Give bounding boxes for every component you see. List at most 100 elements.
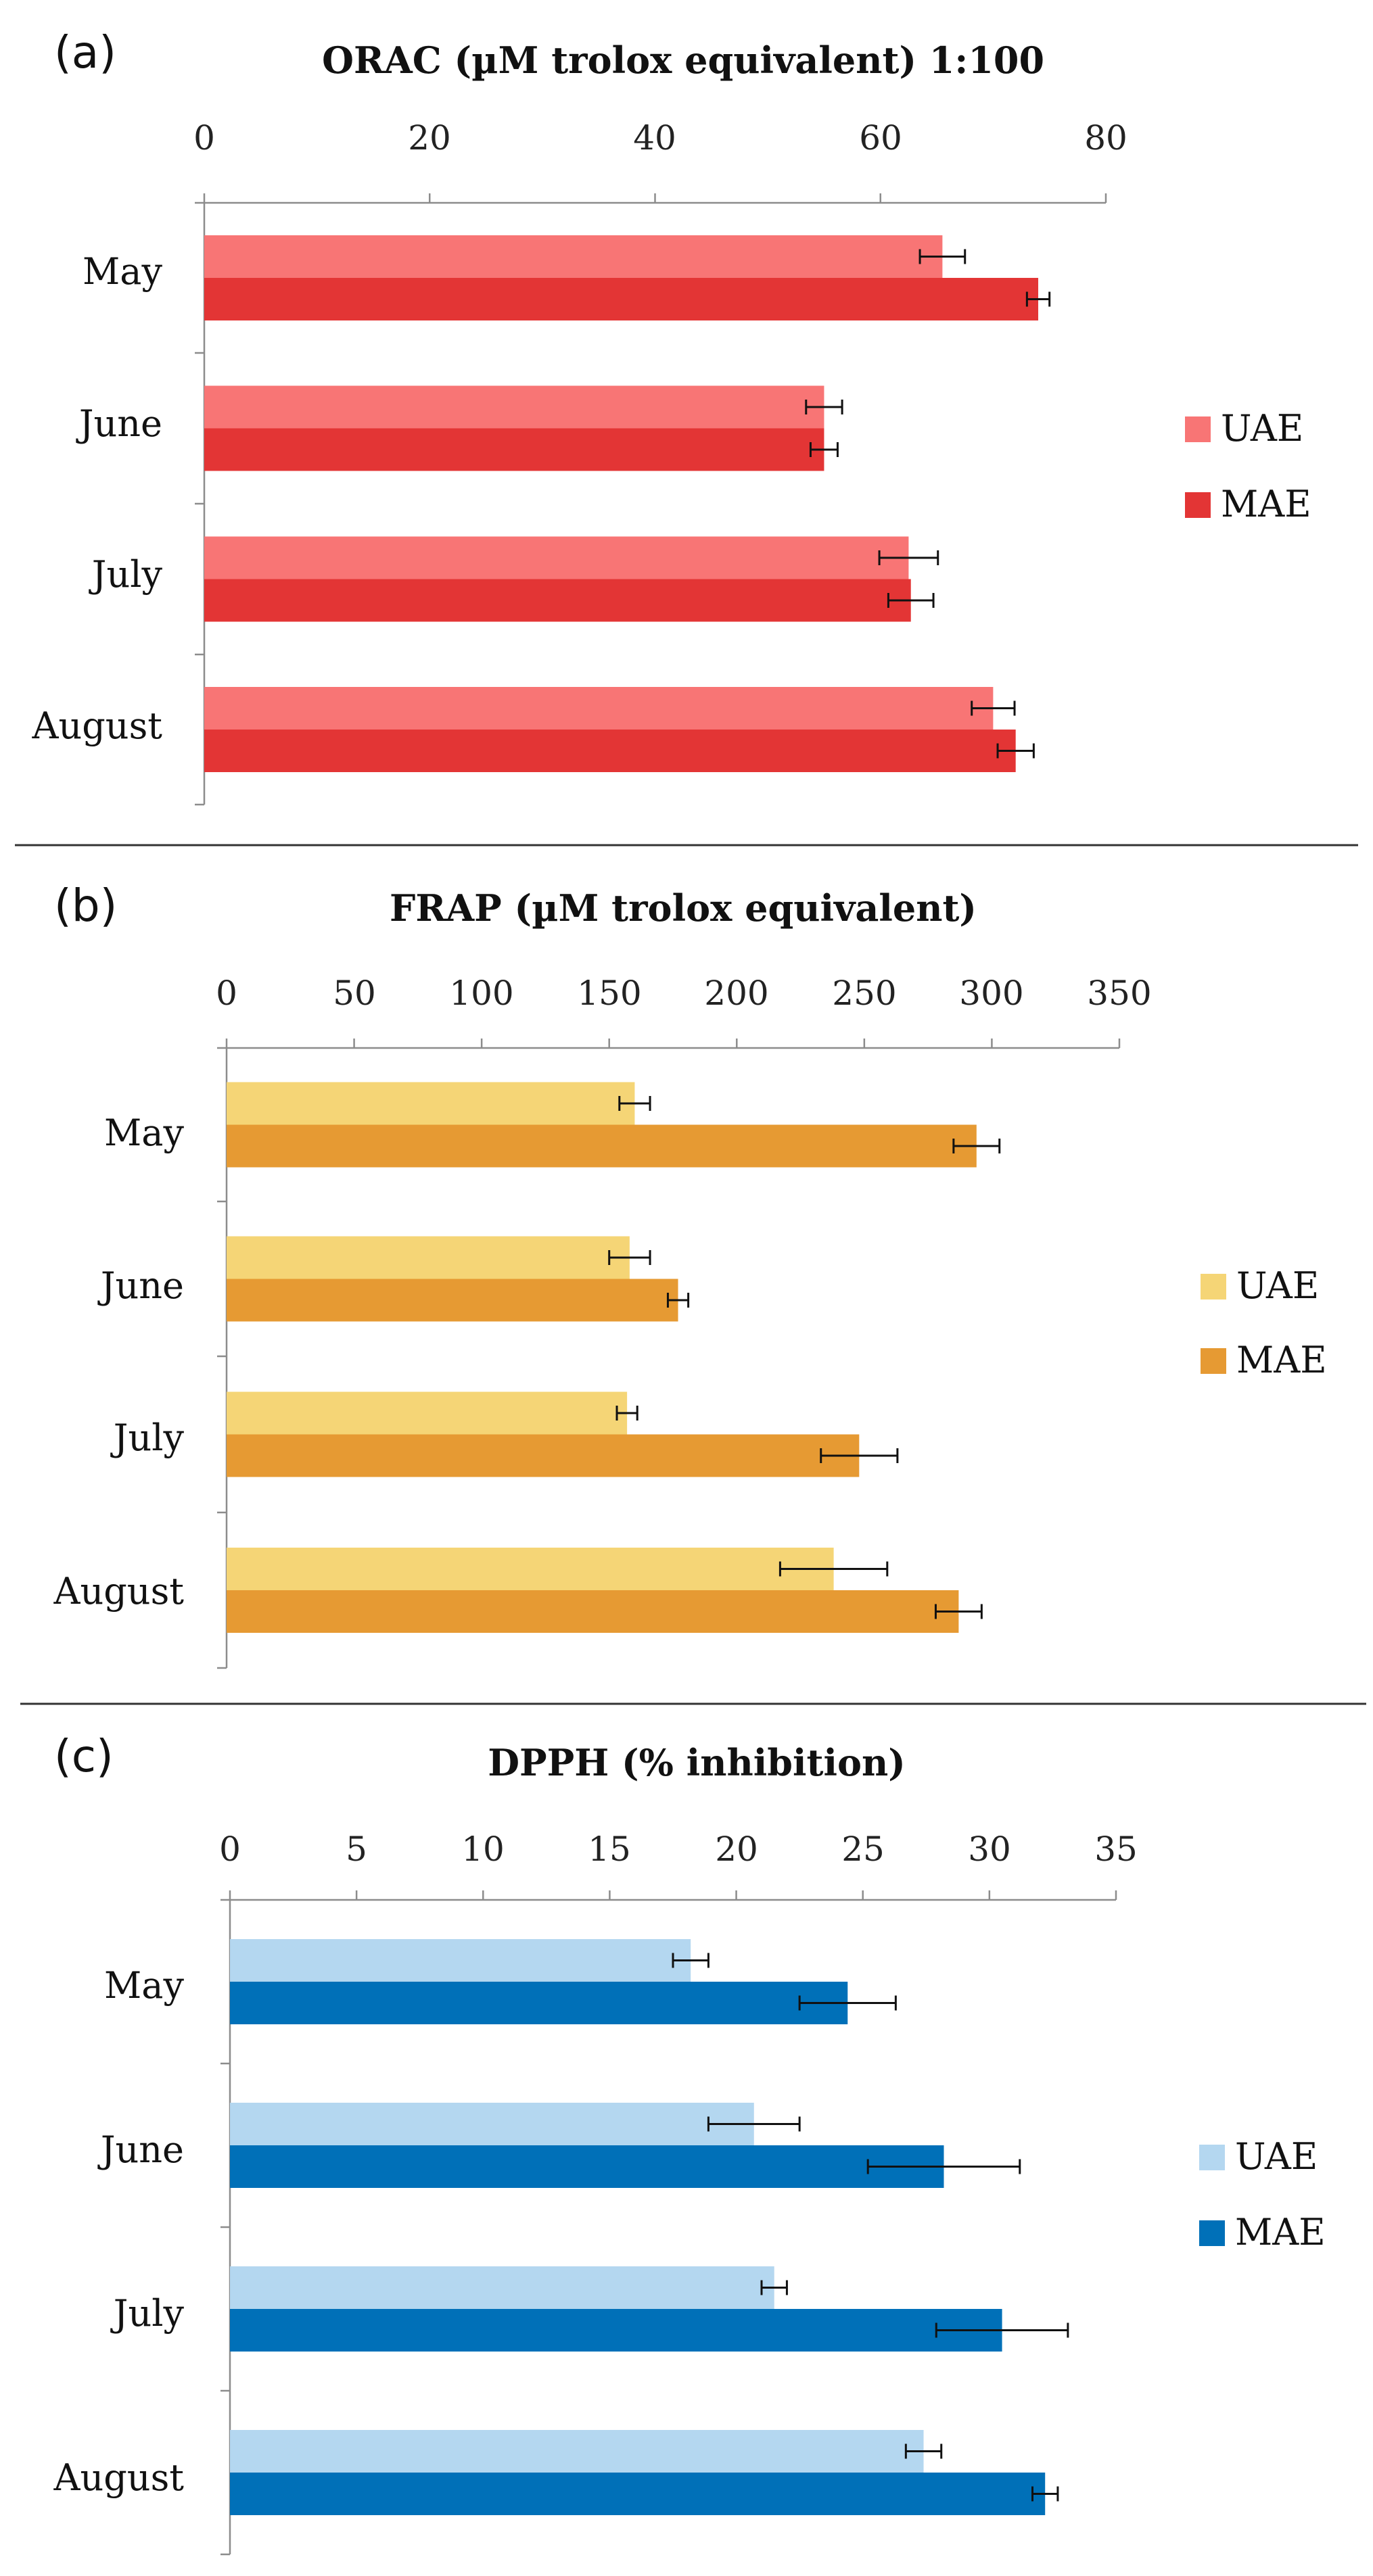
category-label: July <box>89 553 163 596</box>
legend-label-mae: MAE <box>1236 1339 1327 1381</box>
bar-uae-july <box>204 536 909 579</box>
bar-uae-june <box>230 2103 754 2145</box>
bar-mae-june <box>204 428 824 471</box>
x-tick-label: 200 <box>704 974 768 1013</box>
bar-mae-may <box>204 278 1039 320</box>
x-tick-label: 0 <box>193 118 215 158</box>
legend-swatch-uae <box>1185 416 1211 442</box>
x-tick-label: 80 <box>1084 118 1127 158</box>
bar-mae-july <box>227 1434 860 1477</box>
legend-label-uae: UAE <box>1221 407 1303 450</box>
bar-uae-may <box>204 235 943 278</box>
x-tick-label: 60 <box>859 118 902 158</box>
bar-uae-august <box>204 687 994 730</box>
error-bar <box>1031 2486 1059 2502</box>
x-tick-label: 150 <box>577 974 641 1013</box>
category-label: August <box>53 2456 184 2499</box>
plot-area-b <box>217 1039 1121 1669</box>
error-bar <box>1025 291 1051 307</box>
error-bar <box>935 2322 1069 2338</box>
bar-mae-july <box>204 579 911 622</box>
error-bar <box>672 1953 709 1968</box>
x-tick-label: 0 <box>219 1830 241 1869</box>
category-labels-b: May June July August <box>53 1112 184 1613</box>
bar-uae-june <box>204 385 824 429</box>
x-ticks-a: 0 20 40 60 80 <box>193 118 1127 158</box>
chart-panel-b: (b) FRAP (µM trolox equivalent) 0 50 100… <box>53 880 1327 1669</box>
category-labels-c: May June July August <box>53 1964 184 2499</box>
x-tick-label: 10 <box>461 1830 505 1869</box>
chart-title-b: FRAP (µM trolox equivalent) <box>390 886 977 930</box>
error-bar <box>918 249 967 264</box>
bar-mae-august <box>227 1590 959 1633</box>
legend-label-mae: MAE <box>1221 483 1311 525</box>
category-label: August <box>31 705 162 747</box>
error-bar <box>887 593 935 608</box>
legend-swatch-uae <box>1201 1274 1226 1299</box>
error-bar <box>820 1448 899 1463</box>
x-tick-label: 40 <box>633 118 676 158</box>
category-label: May <box>104 1112 184 1154</box>
legend-swatch-mae <box>1185 492 1211 518</box>
error-bar <box>707 2116 801 2132</box>
bar-uae-may <box>227 1082 635 1125</box>
bar-uae-july <box>227 1391 628 1435</box>
x-tick-label: 25 <box>841 1830 885 1869</box>
bar-mae-july <box>230 2309 1002 2352</box>
x-tick-label: 35 <box>1094 1830 1138 1869</box>
x-tick-label: 250 <box>832 974 896 1013</box>
chart-panel-a: (a) ORAC (µM trolox equivalent) 1:100 0 … <box>31 26 1311 806</box>
legend-label-uae: UAE <box>1235 2135 1318 2178</box>
x-tick-label: 0 <box>216 974 237 1013</box>
bar-mae-august <box>230 2473 1046 2515</box>
x-tick-label: 300 <box>959 974 1023 1013</box>
bar-mae-june <box>227 1279 678 1322</box>
legend-b: UAE MAE <box>1201 1264 1327 1381</box>
error-bar <box>615 1406 638 1421</box>
x-tick-label: 30 <box>968 1830 1011 1869</box>
bar-uae-july <box>230 2266 774 2309</box>
legend-label-mae: MAE <box>1235 2211 1326 2253</box>
panel-label-a: (a) <box>54 26 116 78</box>
legend-swatch-mae <box>1201 1348 1226 1374</box>
x-ticks-b: 0 50 100 150 200 250 300 350 <box>216 974 1152 1013</box>
error-bar <box>760 2280 788 2295</box>
chart-title-c: DPPH (% inhibition) <box>488 1741 906 1784</box>
category-label: June <box>97 2128 184 2171</box>
error-bar <box>666 1293 690 1308</box>
plot-area-c <box>220 1890 1117 2556</box>
category-label: May <box>104 1964 184 2007</box>
x-tick-label: 350 <box>1087 974 1151 1013</box>
bar-mae-may <box>230 1982 848 2024</box>
error-bar <box>778 1561 889 1577</box>
chart-title-a: ORAC (µM trolox equivalent) 1:100 <box>322 39 1044 82</box>
category-label: June <box>76 402 162 445</box>
error-bar <box>934 1604 983 1619</box>
legend-label-uae: UAE <box>1236 1264 1319 1307</box>
category-label: July <box>110 2292 185 2335</box>
bar-mae-august <box>204 730 1016 772</box>
error-bar <box>618 1096 651 1111</box>
x-tick-label: 5 <box>346 1830 367 1869</box>
error-bar <box>809 442 839 457</box>
category-label: August <box>53 1570 184 1613</box>
legend-swatch-mae <box>1199 2220 1225 2246</box>
panel-label-c: (c) <box>54 1730 114 1782</box>
bar-uae-august <box>227 1548 834 1590</box>
x-tick-label: 20 <box>408 118 451 158</box>
error-bar <box>971 700 1016 716</box>
error-bar <box>866 2159 1021 2174</box>
panel-label-b: (b) <box>54 880 117 932</box>
category-labels-a: May June July August <box>31 250 162 747</box>
category-label: July <box>110 1416 185 1459</box>
error-bar <box>805 400 843 414</box>
bar-mae-june <box>230 2145 944 2188</box>
bar-uae-august <box>230 2430 924 2473</box>
chart-panel-c: (c) DPPH (% inhibition) 0 5 10 15 20 25 … <box>53 1730 1326 2556</box>
category-label: June <box>97 1264 184 1307</box>
error-bar <box>878 550 939 565</box>
legend-swatch-uae <box>1199 2145 1225 2170</box>
x-ticks-c: 0 5 10 15 20 25 30 35 <box>219 1830 1138 1869</box>
bar-mae-may <box>227 1124 977 1168</box>
